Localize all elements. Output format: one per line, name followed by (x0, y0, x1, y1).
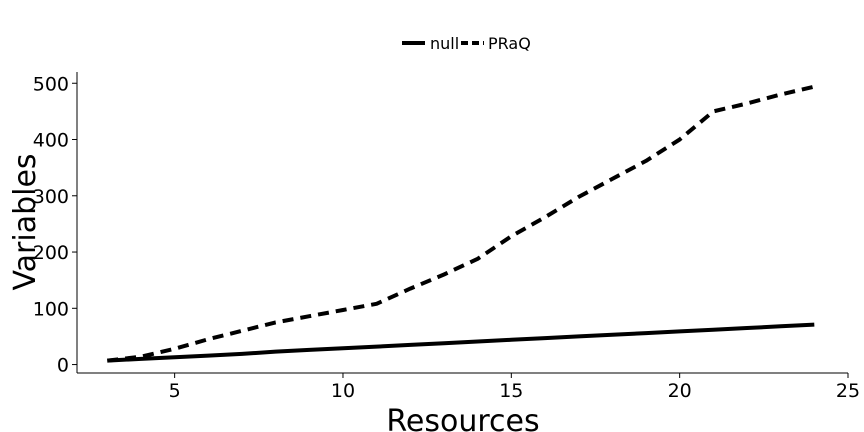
y-tick-label: 300 (33, 186, 69, 208)
x-tick-label: 5 (169, 380, 181, 402)
legend-label: PRaQ (488, 34, 531, 53)
x-tick-label: 10 (331, 380, 355, 402)
y-tick-label: 400 (33, 130, 69, 152)
legend-label: null (430, 34, 459, 53)
legend: null PRaQ (402, 34, 531, 53)
x-tick-label: 20 (668, 380, 692, 402)
series-line-null (107, 322, 815, 363)
y-tick-label: 200 (33, 242, 69, 264)
y-ticks: 0 100 200 300 400 500 (33, 73, 77, 377)
x-axis-title: Resources (386, 404, 539, 432)
x-tick-label: 25 (836, 380, 860, 402)
plot-area (107, 84, 815, 363)
y-tick-label: 0 (57, 355, 69, 377)
x-ticks: 5 10 15 20 25 (169, 373, 860, 402)
y-tick-label: 100 (33, 298, 69, 320)
series-line-praq (107, 84, 815, 363)
y-axis-title: Variables (8, 153, 43, 290)
axes (76, 72, 848, 374)
y-tick-label: 500 (33, 73, 69, 95)
x-tick-label: 15 (499, 380, 523, 402)
